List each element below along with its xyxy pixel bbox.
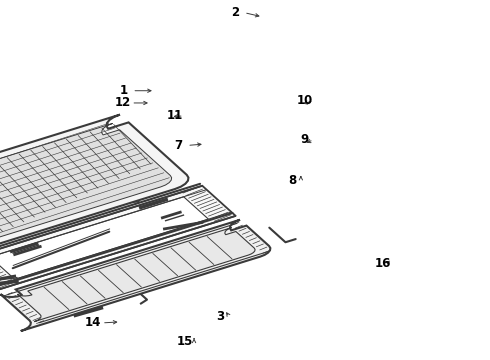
Polygon shape [18, 228, 255, 321]
Text: 6: 6 [95, 157, 103, 170]
Text: 12: 12 [114, 96, 131, 109]
Polygon shape [0, 220, 270, 331]
Polygon shape [0, 123, 172, 252]
Text: 7: 7 [174, 139, 182, 152]
Text: 3: 3 [217, 310, 224, 323]
Text: 9: 9 [301, 133, 309, 146]
Text: 4: 4 [100, 181, 108, 194]
Text: 14: 14 [85, 316, 101, 329]
Polygon shape [0, 186, 236, 290]
Polygon shape [0, 114, 189, 262]
Text: 13: 13 [106, 197, 123, 210]
Text: 2: 2 [231, 6, 239, 19]
Text: 16: 16 [375, 257, 392, 270]
Text: 1: 1 [120, 84, 127, 97]
Text: 11: 11 [167, 109, 183, 122]
Text: 10: 10 [296, 94, 313, 107]
Text: 5: 5 [108, 169, 116, 182]
Polygon shape [0, 197, 208, 279]
Text: 8: 8 [288, 174, 296, 186]
Text: 15: 15 [177, 335, 194, 348]
